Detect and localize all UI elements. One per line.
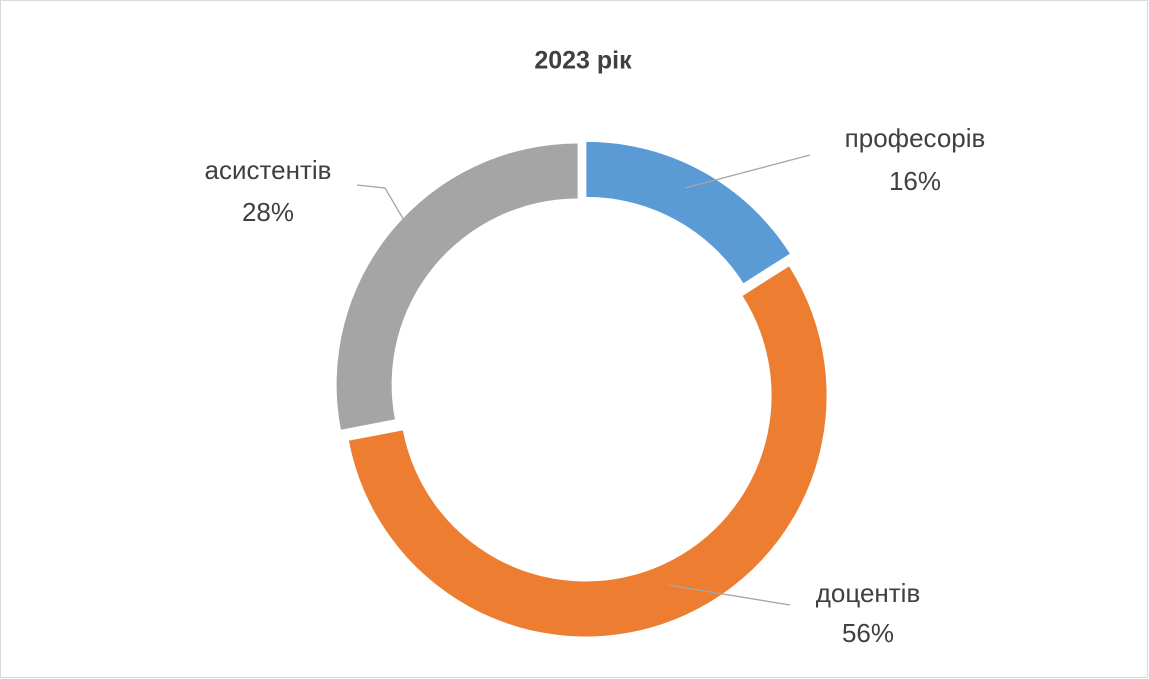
chart-title: 2023 рік <box>534 47 632 75</box>
data-label-value: 16% <box>889 166 941 196</box>
leader-line <box>684 154 811 189</box>
data-label-value: 56% <box>842 618 894 648</box>
leader-line <box>667 584 791 606</box>
donut-slice <box>336 143 578 430</box>
donut-slice <box>586 141 790 284</box>
data-label-value: 28% <box>242 197 294 227</box>
donut-slice <box>348 266 827 637</box>
data-label-name: асистентів <box>205 155 332 185</box>
data-label-name: доцентів <box>816 578 921 608</box>
leader-line <box>356 184 406 223</box>
data-label-name: професорів <box>845 123 986 153</box>
